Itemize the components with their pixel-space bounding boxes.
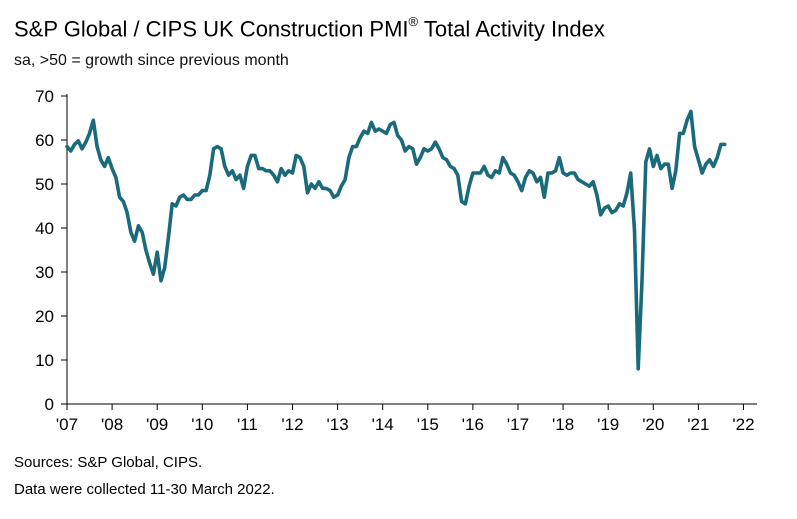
chart-plot-area (65, 109, 727, 371)
x-tick-label: '22 (732, 415, 754, 434)
x-tick-label: '20 (642, 415, 664, 434)
x-tick-label: '18 (552, 415, 574, 434)
sources-note: Sources: S&P Global, CIPS. (14, 454, 203, 471)
chart-title-text: S&P Global / CIPS UK Construction PMI (14, 16, 409, 42)
chart-axes: 0 10 20 30 40 50 60 70 '07 '08 '09 '10 '11 '12 '13 '14 '… (35, 87, 757, 434)
y-tick-label: 60 (35, 131, 54, 150)
y-tick-label: 50 (35, 175, 54, 194)
x-tick-label: '16 (462, 415, 484, 434)
x-tick-label: '10 (191, 415, 213, 434)
y-tick-label: 30 (35, 263, 54, 282)
x-tick-label: '21 (687, 415, 709, 434)
x-tick-label: '13 (327, 415, 349, 434)
collection-note: Data were collected 11-30 March 2022. (14, 481, 275, 498)
series-line-total-activity-index (65, 109, 727, 371)
chart-title: S&P Global / CIPS UK Construction PMI® T… (14, 14, 605, 42)
y-tick-label: 20 (35, 307, 54, 326)
x-tick-label: '15 (417, 415, 439, 434)
x-tick-label: '08 (101, 415, 123, 434)
chart-subtitle: sa, >50 = growth since previous month (14, 52, 289, 69)
x-tick-label: '19 (597, 415, 619, 434)
y-tick-label: 0 (45, 395, 54, 414)
y-tick-label: 70 (35, 87, 54, 106)
x-tick-label: '09 (146, 415, 168, 434)
chart-title-suffix: Total Activity Index (418, 16, 605, 42)
x-tick-label: '07 (56, 415, 78, 434)
x-tick-label: '17 (507, 415, 529, 434)
y-tick-label: 40 (35, 219, 54, 238)
x-tick-label: '11 (237, 415, 258, 434)
x-tick-label: '14 (372, 415, 394, 434)
registered-mark: ® (408, 14, 419, 29)
y-tick-label: 10 (35, 351, 54, 370)
x-tick-label: '12 (281, 415, 303, 434)
